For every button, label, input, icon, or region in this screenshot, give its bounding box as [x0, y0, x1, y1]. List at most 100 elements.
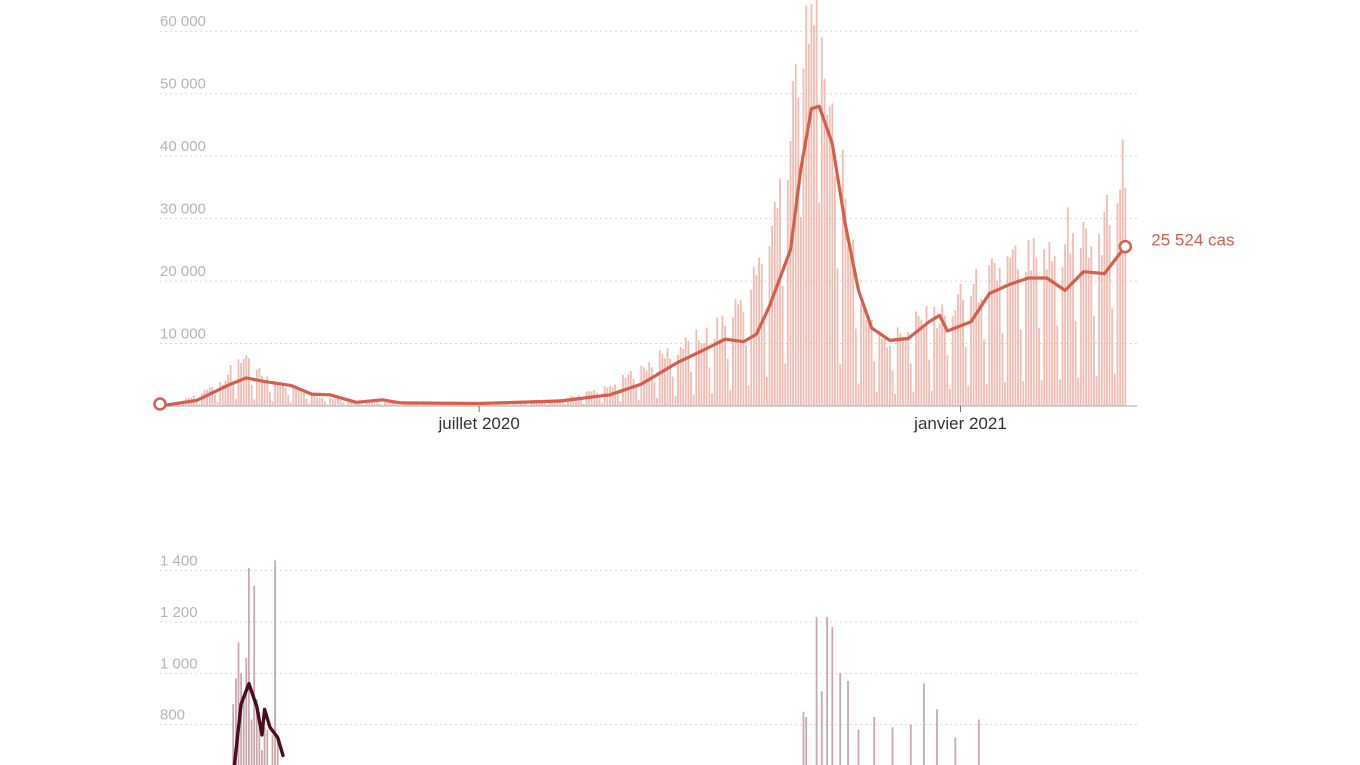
cases-bar [923, 326, 925, 406]
cases-bar [389, 402, 392, 406]
cases-bar [195, 400, 198, 406]
cases-bar [405, 403, 407, 406]
cases-bar [928, 359, 930, 406]
cases-bar [946, 355, 949, 406]
cases-bar [907, 332, 910, 406]
cases-bar [368, 402, 371, 406]
cases-bar [1069, 253, 1072, 406]
cases-bar [750, 289, 753, 406]
cases-bar [1053, 256, 1056, 406]
deaths-bar [261, 750, 263, 765]
cases-bar [933, 306, 936, 406]
cases-bar [828, 106, 831, 406]
cases-bar [1095, 376, 1098, 406]
cases-bar [818, 202, 821, 406]
daily-deaths-chart: 800 1 000 1 200 1 400 [160, 553, 1137, 765]
cases-bar [407, 403, 410, 406]
deaths-bar [248, 568, 250, 765]
cases-bar [1001, 333, 1004, 406]
cases-bar [590, 391, 593, 406]
cases-bar [695, 329, 698, 406]
cases-bar [975, 269, 978, 406]
cases-y-tick-label: 50 000 [160, 76, 206, 93]
cases-bar [258, 368, 261, 406]
cases-bar [915, 311, 917, 406]
cases-bar [198, 404, 201, 406]
deaths-bar [839, 673, 842, 765]
cases-x-axis: juillet 2020 janvier 2021 [160, 405, 1137, 433]
cases-bar [572, 396, 575, 406]
deaths-bar [857, 729, 860, 765]
cases-bar [904, 337, 907, 406]
deaths-average-line [232, 681, 285, 765]
cases-bar [886, 347, 889, 406]
cases-x-tick-label: juillet 2020 [438, 414, 520, 433]
cases-bar [303, 392, 305, 406]
cases-bar [235, 398, 237, 406]
cases-bar [739, 300, 742, 406]
deaths-bar [802, 711, 805, 765]
cases-bar [839, 363, 842, 406]
cases-bar [1045, 269, 1048, 406]
cases-bar [703, 343, 705, 406]
cases-bar [289, 402, 292, 406]
cases-bar [575, 397, 577, 406]
cases-bar [724, 325, 726, 406]
cases-bar [991, 258, 993, 406]
cases-bar [870, 319, 873, 406]
cases-bar [718, 339, 721, 406]
cases-start-marker [153, 397, 167, 411]
cases-bar [582, 403, 585, 406]
cases-bar [677, 355, 679, 406]
cases-bar [792, 81, 794, 406]
cases-bar [1048, 242, 1051, 406]
cases-bar [282, 385, 284, 406]
cases-bar [1100, 255, 1103, 406]
cases-bar [766, 376, 768, 406]
cases-bar [360, 403, 363, 406]
cases-bar [624, 378, 627, 406]
cases-bar [1022, 380, 1025, 406]
cases-bar [734, 299, 737, 406]
cases-bar [208, 387, 211, 406]
cases-bar [883, 338, 886, 406]
cases-bar [329, 398, 331, 406]
cases-bar [690, 372, 692, 406]
deaths-y-tick-label: 1 200 [160, 604, 198, 621]
cases-bar [844, 198, 847, 406]
cases-bar [645, 370, 648, 406]
cases-bar [313, 393, 316, 406]
cases-bar [711, 393, 713, 406]
cases-bar [415, 404, 418, 406]
cases-bar [1090, 246, 1093, 406]
cases-bar [737, 304, 739, 406]
cases-bar [562, 402, 564, 406]
cases-bar [352, 400, 355, 406]
cases-bar [661, 354, 664, 406]
cases-bar [684, 337, 687, 406]
cases-bar [274, 380, 276, 406]
cases-bar [815, 0, 818, 406]
deaths-bar [235, 678, 237, 765]
cases-bar [614, 384, 617, 406]
cases-bar [334, 398, 337, 406]
cases-bar [452, 404, 454, 406]
cases-y-tick-label: 30 000 [160, 201, 206, 218]
cases-bar [771, 226, 773, 406]
cases-bar [656, 397, 658, 406]
cases-bar [781, 285, 784, 406]
cases-bar [800, 217, 802, 406]
cases-bar [640, 365, 643, 406]
cases-bar [1116, 203, 1119, 406]
cases-bar [598, 397, 601, 406]
deaths-bar [250, 719, 253, 765]
cases-bar [674, 396, 677, 406]
cases-bar [394, 402, 397, 406]
cases-bar [1004, 381, 1006, 406]
cases-bar [716, 317, 719, 406]
cases-bar [964, 346, 967, 406]
cases-bar [596, 392, 598, 406]
cases-bar [1043, 249, 1046, 406]
cases-bar [679, 347, 682, 406]
cases-bar [507, 403, 509, 406]
